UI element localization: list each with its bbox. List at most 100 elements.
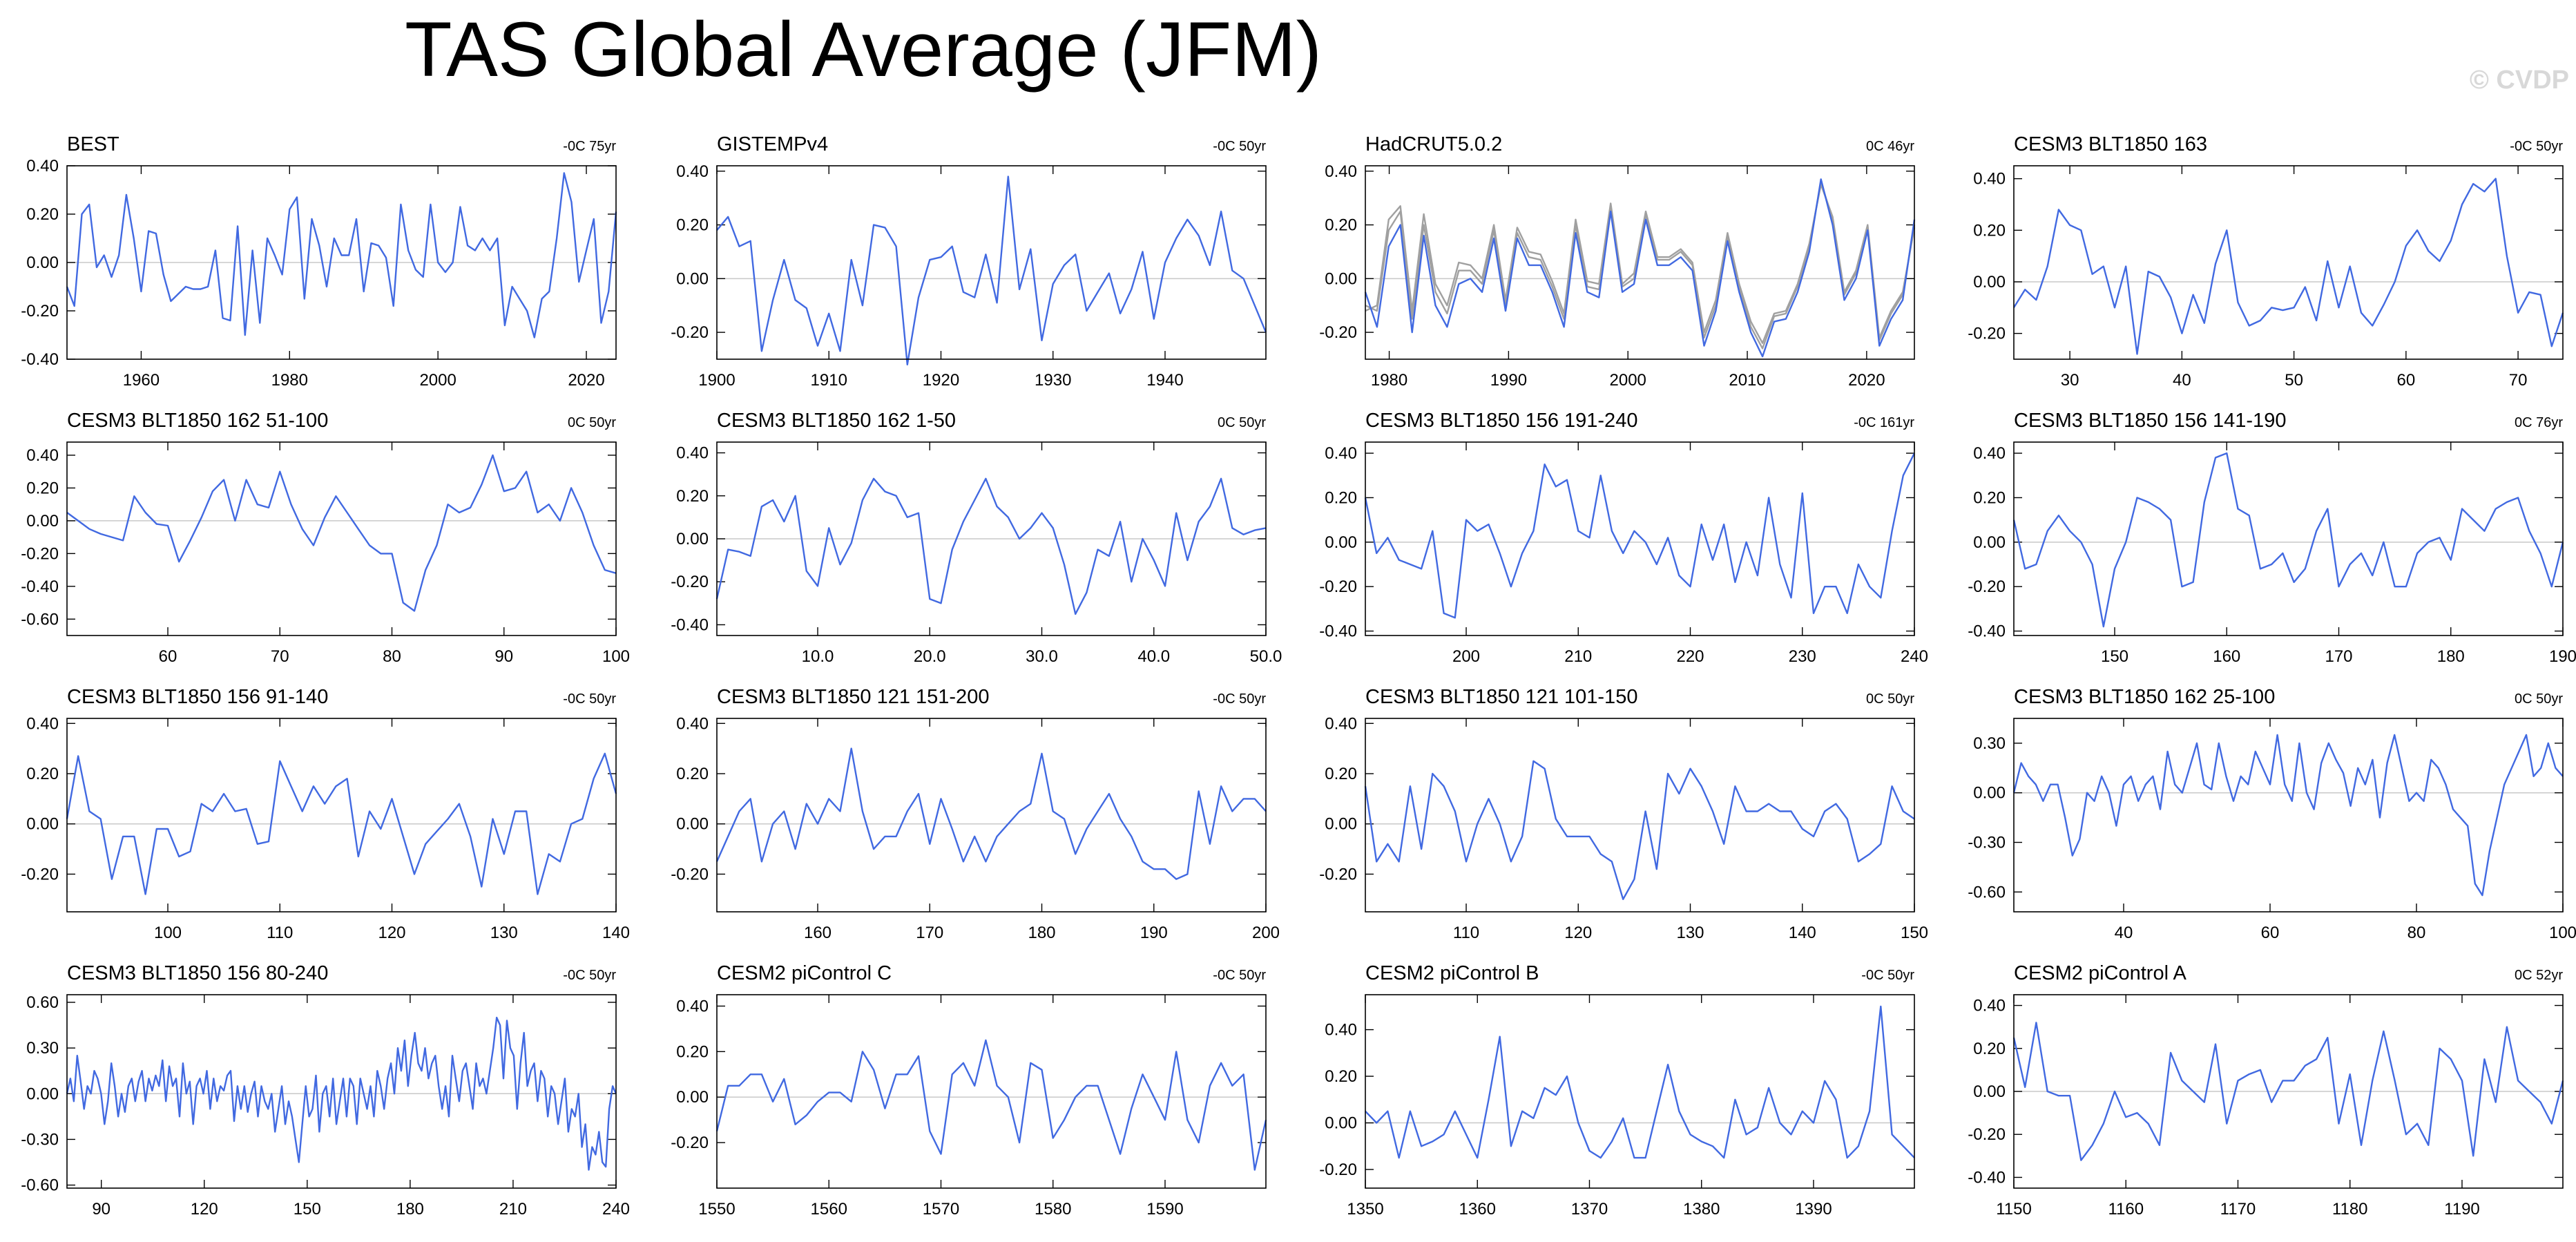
y-tick-label: -0.20 [671, 1134, 709, 1152]
panel-title: GISTEMPv4 [717, 133, 828, 155]
x-tick-label: 1180 [2332, 1200, 2368, 1219]
x-tick-label: 2000 [1610, 371, 1646, 390]
trend-label: 0C 46yr [1866, 139, 1914, 154]
plot-frame [716, 165, 1267, 360]
y-tick-label: -0.20 [671, 573, 709, 591]
x-tick-label: 1940 [1146, 371, 1183, 390]
panel-title: CESM3 BLT1850 121 151-200 [717, 686, 989, 708]
x-tick-label: 1570 [923, 1200, 959, 1219]
y-tick-label: 0.40 [26, 714, 59, 733]
y-tick-label: -0.60 [21, 1176, 59, 1195]
y-tick-label: 0.40 [676, 444, 709, 463]
x-tick-label: 1980 [1371, 371, 1407, 390]
y-tick-label: 0.20 [26, 479, 59, 497]
series-line [715, 477, 1267, 615]
series-line [1364, 452, 1916, 619]
x-tick-label: 40 [2173, 371, 2191, 390]
y-tick-label: 0.30 [1973, 734, 2006, 753]
y-tick-label: 0.20 [1325, 488, 1357, 507]
series-line [2012, 734, 2564, 897]
chart-panel: CESM3 BLT1850 156 80-240 -0C 50yr -0.60 -0.… [21, 962, 630, 1219]
x-tick-label: 1560 [811, 1200, 847, 1219]
trend-label: 0C 50yr [1866, 691, 1914, 707]
chart-panel: CESM3 BLT1850 162 25-100 0C 50yr -0.60 -0.3… [1968, 686, 2576, 942]
plot-frame [66, 441, 617, 636]
x-tick-label: 50.0 [1250, 647, 1282, 666]
x-tick-label: 1190 [2444, 1200, 2480, 1219]
x-tick-label: 80 [2407, 924, 2426, 942]
y-tick-label: -0.20 [1968, 1125, 2006, 1144]
x-tick-label: 140 [602, 924, 630, 942]
trend-label: 0C 50yr [2515, 691, 2563, 707]
plot-frame [1365, 994, 1915, 1189]
plot-frame [1365, 718, 1915, 913]
x-tick-label: 1930 [1035, 371, 1071, 390]
x-tick-label: 170 [2325, 647, 2352, 666]
chart-panel: CESM3 BLT1850 121 101-150 0C 50yr -0.20 0.0… [1319, 686, 1928, 942]
y-tick-label: -0.40 [1968, 1168, 2006, 1187]
panel-title: CESM3 BLT1850 156 141-190 [2014, 410, 2286, 432]
trend-label: 0C 50yr [1218, 415, 1266, 430]
x-tick-label: 230 [1789, 647, 1816, 666]
y-tick-label: -0.40 [671, 615, 709, 634]
series-line [715, 1039, 1267, 1171]
chart-panel: CESM3 BLT1850 156 141-190 0C 76yr -0.40 -0.… [1968, 410, 2576, 666]
ghost-series-line [1365, 184, 1916, 344]
cvdp-credit: © CVDP [2470, 66, 2569, 95]
x-tick-label: 240 [602, 1200, 630, 1219]
y-tick-label: 0.00 [26, 254, 59, 272]
y-tick-label: -0.20 [671, 323, 709, 342]
x-tick-label: 1360 [1459, 1200, 1496, 1219]
x-tick-label: 180 [396, 1200, 424, 1219]
y-tick-label: -0.20 [21, 302, 59, 321]
trend-label: -0C 50yr [563, 968, 616, 983]
x-tick-label: 180 [2437, 647, 2465, 666]
series-line [1364, 178, 1916, 358]
x-tick-label: 140 [1789, 924, 1816, 942]
panel-title: CESM3 BLT1850 156 191-240 [1365, 410, 1637, 432]
y-tick-label: 0.20 [1325, 216, 1357, 235]
x-tick-label: 10.0 [802, 647, 834, 666]
series-line [66, 454, 617, 612]
y-tick-label: -0.40 [21, 577, 59, 596]
chart-panel: BEST -0C 75yr -0.40 -0.20 0.00 0.20 0.40 1960 19… [21, 133, 617, 390]
panel-title: CESM2 piControl C [717, 962, 892, 984]
x-tick-label: 200 [1452, 647, 1480, 666]
panel-title: BEST [67, 133, 119, 155]
y-tick-label: 0.20 [1325, 765, 1357, 783]
y-tick-label: 0.00 [1973, 273, 2006, 292]
trend-label: -0C 50yr [2510, 139, 2563, 154]
panels: BEST -0C 75yr -0.40 -0.20 0.00 0.20 0.40 1960 19… [21, 133, 2576, 1219]
x-tick-label: 90 [494, 647, 513, 666]
x-tick-label: 30 [2061, 371, 2079, 390]
plot-frame [2013, 994, 2564, 1189]
y-tick-label: 0.40 [26, 157, 59, 175]
series-line [66, 172, 617, 338]
y-tick-label: 0.40 [1325, 714, 1357, 733]
x-tick-label: 200 [1252, 924, 1280, 942]
plot-frame [716, 718, 1267, 913]
x-tick-label: 150 [1901, 924, 1928, 942]
chart-panel: CESM3 BLT1850 156 91-140 -0C 50yr -0.20 0.0… [21, 686, 630, 942]
x-tick-label: 180 [1028, 924, 1055, 942]
y-tick-label: 0.40 [676, 162, 709, 181]
panel-title: CESM3 BLT1850 162 1-50 [717, 410, 956, 432]
trend-label: 0C 52yr [2515, 968, 2563, 983]
panel-title: CESM3 BLT1850 162 25-100 [2014, 686, 2275, 708]
y-tick-label: 0.20 [26, 205, 59, 224]
y-tick-label: 0.00 [676, 815, 709, 834]
y-tick-label: 0.00 [1325, 1114, 1357, 1133]
chart-panel: CESM3 BLT1850 162 51-100 0C 50yr -0.60 -0.4… [21, 410, 630, 666]
x-tick-label: 210 [499, 1200, 527, 1219]
chart-panel: CESM2 piControl A 0C 52yr -0.40 -0.20 0.00 0.… [1968, 962, 2564, 1219]
x-tick-label: 50 [2285, 371, 2303, 390]
x-tick-label: 1580 [1035, 1200, 1071, 1219]
x-tick-label: 1390 [1795, 1200, 1832, 1219]
x-tick-label: 240 [1901, 647, 1928, 666]
x-tick-label: 190 [2549, 647, 2576, 666]
x-tick-label: 90 [92, 1200, 110, 1219]
plot-frame [66, 994, 617, 1189]
trend-label: 0C 50yr [568, 415, 616, 430]
y-tick-label: 0.00 [1325, 815, 1357, 834]
